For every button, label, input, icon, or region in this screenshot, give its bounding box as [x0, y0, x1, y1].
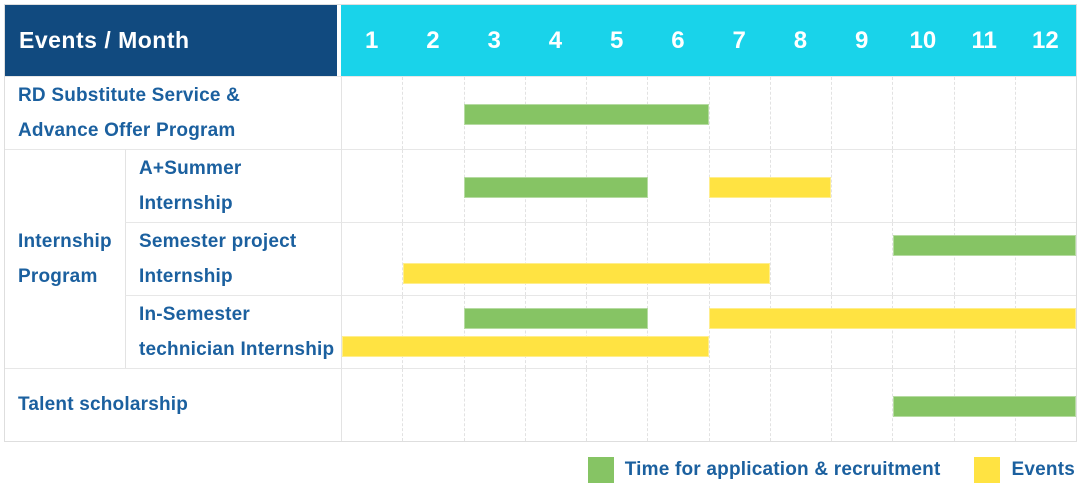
- month-column-5: [587, 296, 649, 368]
- month-header-7: 7: [732, 26, 746, 54]
- month-column-3: [465, 223, 526, 295]
- month-header-5: 5: [609, 26, 624, 54]
- row-chart-talent-scholarship: [341, 368, 1076, 441]
- month-column-2: [403, 296, 465, 368]
- month-header-6: 6: [671, 26, 685, 54]
- bar-a-plus-summer-internship-events-months-7-8: [709, 177, 832, 198]
- month-column-6: [648, 369, 710, 441]
- legend-label-events: Events: [1011, 459, 1075, 480]
- legend-item-application: Time for application & recruitment: [587, 457, 941, 483]
- table-title: Events / Month: [19, 27, 190, 53]
- row-chart-in-semester-technician-internship: [341, 295, 1076, 368]
- month-header-11: 11: [971, 26, 997, 54]
- month-column-1: [342, 369, 404, 441]
- month-column-8: [771, 369, 832, 441]
- month-column-7: [710, 223, 771, 295]
- month-column-10: [893, 150, 955, 222]
- bar-rd-substitute-application-months-3-6: [464, 104, 709, 125]
- month-gridlines: [342, 223, 1076, 295]
- month-header-12: 12: [1032, 26, 1059, 54]
- month-column-6: [648, 150, 710, 222]
- month-header-8: 8: [793, 26, 808, 54]
- month-column-2: [403, 369, 465, 441]
- month-column-9: [832, 77, 894, 149]
- gantt-table: Events / Month 1 2 3 4 5 6 7 8 9 10 11 12 RD Substi…: [4, 4, 1077, 442]
- month-column-10: [893, 223, 955, 295]
- legend-swatch-events: [974, 457, 1001, 483]
- month-column-9: [832, 223, 894, 295]
- bar-in-semester-technician-internship-events-months-1-6: [342, 336, 709, 358]
- month-column-6: [648, 223, 710, 295]
- month-column-9: [832, 296, 894, 368]
- row-chart-a-plus-summer-internship: [341, 149, 1076, 222]
- month-column-8: [771, 223, 832, 295]
- month-column-11: [955, 223, 1016, 295]
- bar-semester-project-internship-events-months-2-7: [403, 263, 771, 285]
- month-header-1: 1: [364, 26, 379, 54]
- month-column-7: [710, 296, 771, 368]
- month-column-12: [1016, 150, 1076, 222]
- month-column-3: [465, 296, 526, 368]
- bar-a-plus-summer-internship-application-months-3-5: [464, 177, 648, 198]
- month-column-6: [648, 296, 710, 368]
- month-column-2: [403, 77, 465, 149]
- month-column-11: [955, 150, 1016, 222]
- month-column-11: [955, 77, 1016, 149]
- month-gridlines: [342, 296, 1076, 368]
- month-column-6: [648, 77, 710, 149]
- month-column-8: [771, 150, 832, 222]
- month-column-9: [832, 369, 894, 441]
- group-label-internship-program: Internship Program: [5, 149, 125, 368]
- month-column-10: [893, 296, 955, 368]
- month-column-2: [403, 150, 465, 222]
- month-column-5: [587, 223, 649, 295]
- page: Events / Month 1 2 3 4 5 6 7 8 9 10 11 12 RD Substi…: [4, 4, 1077, 483]
- month-column-9: [832, 150, 894, 222]
- month-gridlines: [342, 77, 1076, 149]
- month-column-4: [526, 296, 587, 368]
- bar-talent-scholarship-application-months-10-12: [892, 396, 1076, 417]
- month-column-8: [771, 77, 832, 149]
- month-column-10: [893, 77, 955, 149]
- row-chart-semester-project-internship: [341, 222, 1076, 295]
- month-header-row: 1 2 3 4 5 6 7 8 9 10 11 12: [341, 5, 1076, 76]
- month-column-1: [342, 77, 404, 149]
- month-column-7: [710, 369, 771, 441]
- month-header-2: 2: [426, 26, 440, 54]
- month-header-10: 10: [909, 26, 937, 54]
- row-label-in-semester-technician-internship: In-Semester technician Internship: [125, 295, 341, 368]
- month-column-4: [526, 223, 587, 295]
- bar-in-semester-technician-internship-events-months-7-12: [709, 307, 1076, 329]
- month-column-8: [771, 296, 832, 368]
- month-column-1: [342, 150, 404, 222]
- legend-item-events: Events: [974, 457, 1075, 483]
- month-column-2: [403, 223, 465, 295]
- month-header-3: 3: [487, 26, 501, 54]
- table-header-title-cell: Events / Month: [5, 5, 341, 76]
- month-header-9: 9: [854, 26, 869, 54]
- month-column-11: [955, 296, 1016, 368]
- row-label-semester-project-internship: Semester project Internship: [125, 222, 341, 295]
- month-column-3: [465, 369, 526, 441]
- row-chart-rd-substitute: [341, 76, 1076, 149]
- month-column-1: [342, 223, 404, 295]
- month-column-1: [342, 296, 404, 368]
- row-label-rd-substitute: RD Substitute Service & Advance Offer Pr…: [5, 76, 341, 149]
- row-label-talent-scholarship: Talent scholarship: [5, 368, 341, 441]
- legend: Time for application & recruitment Events: [4, 457, 1077, 483]
- legend-swatch-application: [587, 457, 614, 483]
- row-label-a-plus-summer-internship: A+Summer Internship: [125, 149, 341, 222]
- month-header-4: 4: [548, 26, 563, 54]
- month-column-5: [587, 369, 649, 441]
- month-column-7: [710, 77, 771, 149]
- month-column-12: [1016, 77, 1076, 149]
- month-column-4: [526, 369, 587, 441]
- bar-in-semester-technician-internship-application-months-3-5: [464, 307, 648, 329]
- bar-semester-project-internship-application-months-10-12: [892, 234, 1076, 256]
- legend-label-application: Time for application & recruitment: [624, 459, 941, 480]
